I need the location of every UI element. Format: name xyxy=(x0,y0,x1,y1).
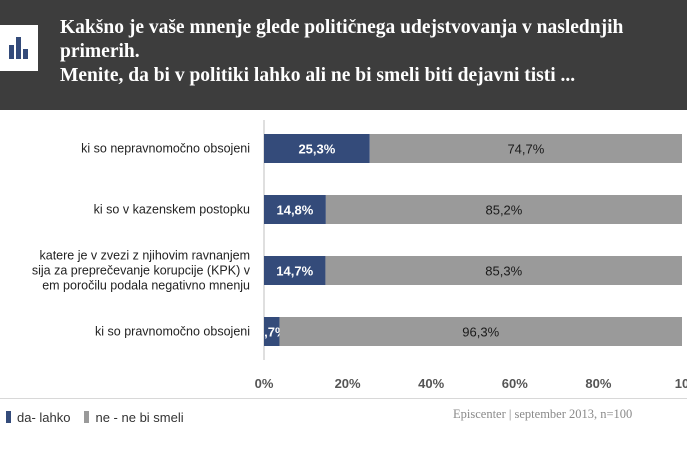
x-tick-label: 0% xyxy=(255,376,274,391)
x-tick-label: 60% xyxy=(502,376,528,391)
bar-segment xyxy=(264,317,280,346)
category-label: em poročilu podala negativno mnenju xyxy=(42,279,250,293)
data-label: 74,7% xyxy=(507,142,544,157)
data-label: 25,3% xyxy=(298,142,335,157)
bar-segment xyxy=(325,195,682,224)
data-label: 14,7% xyxy=(276,264,313,279)
chart-legend: da- lahko ne - ne bi smeli xyxy=(6,406,184,428)
bar-segment xyxy=(264,134,370,163)
category-label: ki so pravnomočno obsojeni xyxy=(95,325,250,339)
legend-item-da-lahko: da- lahko xyxy=(6,410,70,425)
x-tick-label: 40% xyxy=(418,376,444,391)
divider xyxy=(0,398,687,399)
category-label: katere je v zvezi z njihovim ravnanjem xyxy=(40,249,251,263)
data-label: 85,3% xyxy=(485,264,522,279)
data-label: 85,2% xyxy=(485,203,522,218)
legend-item-ne-ne-bi-smeli: ne - ne bi smeli xyxy=(84,409,184,425)
x-tick-label: 20% xyxy=(335,376,361,391)
bar-segment xyxy=(325,256,682,285)
legend-swatch xyxy=(6,411,11,423)
x-tick-label: 10 xyxy=(675,376,687,391)
title-line: primerih. xyxy=(60,41,140,62)
bar-segment xyxy=(264,195,326,224)
bar-segment xyxy=(264,256,326,285)
bar-chart-icon xyxy=(0,25,38,71)
bar-segment xyxy=(369,134,682,163)
legend-label: ne - ne bi smeli xyxy=(95,409,184,425)
stacked-bar-chart: ki so nepravnomočno obsojeni 25,3% 74,7% ki… xyxy=(32,120,687,391)
category-label: sija za preprečevanje korupcije (KPK) v xyxy=(32,264,251,278)
data-label: 96,3% xyxy=(462,325,499,340)
category-label: ki so nepravnomočno obsojeni xyxy=(81,142,250,156)
chart-header: Kakšno je vaše mnenje glede političnega … xyxy=(0,0,687,110)
x-tick-label: 80% xyxy=(585,376,611,391)
chart-title: Kakšno je vaše mnenje glede političnega … xyxy=(60,16,685,88)
category-label: ki so v kazenskem postopku xyxy=(94,203,250,217)
legend-swatch xyxy=(84,411,90,423)
bar-segment xyxy=(279,317,682,346)
title-line: Kakšno je vaše mnenje glede političnega … xyxy=(60,17,624,38)
source-note: Episcenter | september 2013, n=100 xyxy=(453,407,633,421)
title-line: Menite, da bi v politiki lahko ali ne bi… xyxy=(60,65,576,86)
logo-bar xyxy=(23,49,28,59)
logo-bar xyxy=(9,45,14,59)
logo-bar xyxy=(16,37,21,59)
legend-label: da- lahko xyxy=(17,409,71,425)
data-label: 14,8% xyxy=(276,203,313,218)
